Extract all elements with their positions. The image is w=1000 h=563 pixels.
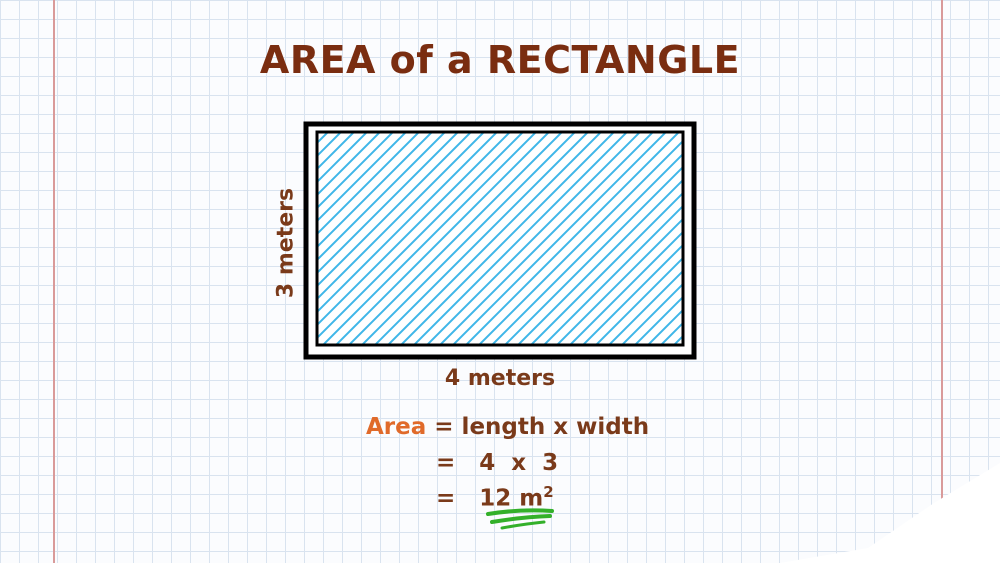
equals-prefix: = — [436, 485, 480, 512]
hatch-line — [317, 132, 512, 327]
area-exponent: 2 — [543, 483, 554, 501]
hatch-line — [451, 132, 668, 345]
area-word: Area — [366, 414, 427, 440]
hatch-line — [399, 132, 616, 345]
hatch-line — [594, 256, 683, 345]
hatch-line — [317, 132, 408, 223]
hatch-line — [412, 132, 629, 345]
hatch-line — [373, 132, 590, 345]
hatch-line — [317, 132, 486, 301]
outer-rectangle-border — [303, 121, 697, 360]
formula-definition: = length x width — [434, 414, 650, 440]
hatch-line — [317, 132, 460, 275]
right-margin-line — [941, 0, 943, 563]
hatch-line — [464, 132, 681, 345]
height-label: 3 meters — [273, 187, 299, 299]
hatch-line — [347, 132, 564, 345]
width-label: 4 meters — [444, 366, 556, 391]
hatch-line — [317, 132, 473, 288]
formula-line-1: Area = length x width — [366, 414, 649, 440]
hatch-line — [490, 152, 683, 345]
hatch-line — [633, 295, 683, 345]
hatch-line — [317, 132, 447, 262]
hatch-line — [425, 132, 642, 345]
hatch-line — [581, 243, 683, 345]
page-corner-highlight — [780, 463, 1000, 563]
hatch-line — [555, 217, 683, 345]
inner-rectangle-border — [315, 130, 685, 347]
hatch-line — [317, 132, 499, 314]
hatch-line — [438, 132, 655, 345]
rectangle-diagram — [300, 118, 700, 360]
hatch-line — [317, 132, 525, 340]
hatch-line — [516, 178, 683, 345]
hatch-line — [317, 132, 356, 171]
hatch-line — [503, 165, 683, 345]
hatch-fill — [300, 118, 700, 348]
formula-line-3: = 12 m2 — [436, 483, 554, 512]
page-title: AREA of a RECTANGLE — [259, 38, 741, 82]
hatch-line — [321, 132, 538, 345]
hatch-line — [529, 191, 683, 345]
hatch-line — [386, 132, 603, 345]
hatch-line — [317, 132, 395, 210]
left-margin-line — [53, 0, 55, 563]
hatch-line — [360, 132, 577, 345]
hatch-line — [477, 139, 683, 345]
hatch-line — [334, 132, 551, 345]
hatch-line — [300, 118, 303, 348]
hatch-line — [620, 282, 683, 345]
formula-line-2: = 4 x 3 — [436, 450, 559, 476]
result-underline — [486, 508, 554, 530]
hatch-line — [317, 132, 369, 184]
hatch-line — [607, 269, 683, 345]
hatch-line — [317, 132, 382, 197]
area-result: 12 m — [479, 485, 544, 512]
hatch-line — [542, 204, 683, 345]
hatch-line — [697, 118, 700, 348]
hatch-line — [317, 132, 434, 249]
